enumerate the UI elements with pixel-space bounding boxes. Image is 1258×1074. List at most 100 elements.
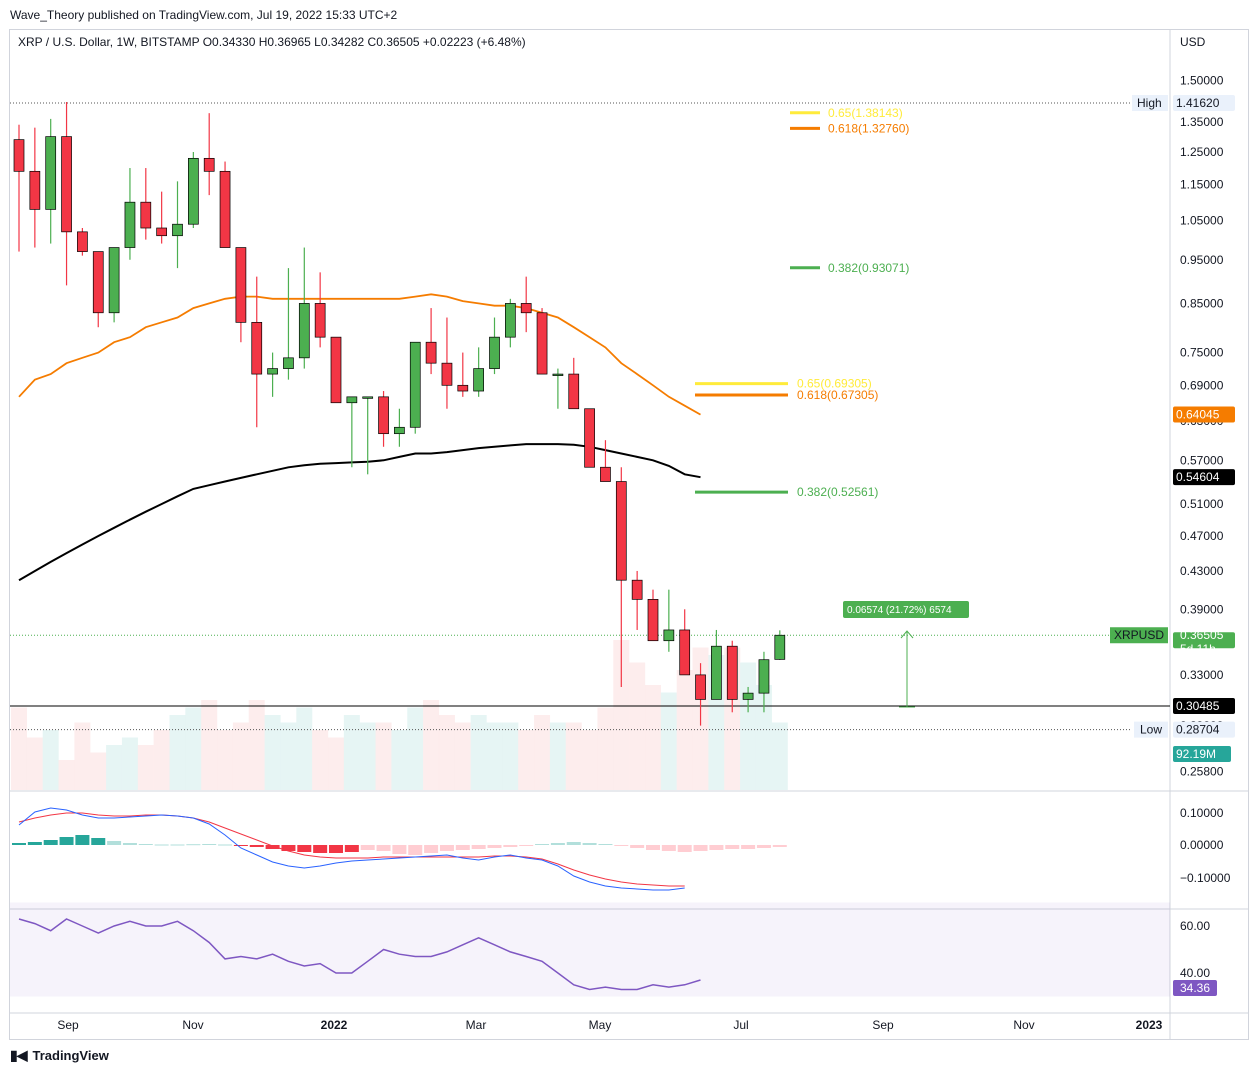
- volume-bar: [486, 722, 503, 790]
- macd-histogram-bar: [249, 845, 264, 847]
- volume-bar: [565, 722, 582, 790]
- macd-histogram-bar: [693, 845, 708, 851]
- measure-arrowhead: [900, 630, 914, 639]
- rsi-tick: 60.00: [1180, 919, 1210, 933]
- macd-histogram-bar: [598, 844, 613, 845]
- candle: [394, 426, 405, 435]
- price-tick: 0.57000: [1180, 453, 1224, 467]
- symbol-line: XRP / U.S. Dollar, 1W, BITSTAMP O0.34330…: [18, 35, 526, 49]
- macd-histogram-bar: [59, 837, 74, 845]
- volume-bar: [232, 722, 249, 790]
- countdown: 5d 11h: [1180, 642, 1216, 656]
- candle: [140, 201, 152, 229]
- candle: [203, 157, 215, 172]
- candle: [378, 396, 389, 435]
- macd-histogram-bar: [27, 842, 42, 845]
- macd-histogram-bar: [12, 843, 26, 845]
- volume-bar: [185, 707, 202, 790]
- volume-bar: [534, 715, 551, 790]
- candle: [457, 384, 469, 392]
- macd-histogram-bar: [265, 845, 280, 849]
- candle: [45, 136, 57, 210]
- candle: [92, 251, 104, 314]
- ema-value: 0.64045: [1176, 408, 1220, 422]
- volume-bar: [755, 685, 772, 790]
- macd-histogram-bar: [772, 845, 787, 847]
- last-tag: [1173, 632, 1235, 649]
- rsi-band: [10, 902, 1170, 997]
- volume-bar: [153, 730, 170, 790]
- volume-bar: [581, 730, 598, 790]
- macd-histogram-bar: [677, 845, 692, 852]
- macd-histogram-bar: [503, 845, 518, 847]
- sma-tag: [1173, 469, 1235, 486]
- volume-bar: [74, 722, 91, 790]
- macd-histogram-bar: [471, 845, 486, 849]
- price-tick: 1.25000: [1180, 145, 1224, 159]
- measure-label: 0.06574 (21.72%) 6574: [847, 605, 952, 616]
- chart-frame[interactable]: [9, 29, 1249, 1040]
- currency-label: USD: [1180, 35, 1206, 49]
- price-tick: 0.47000: [1180, 529, 1224, 543]
- macd-histogram-bar: [535, 844, 550, 845]
- macd-histogram-bar: [91, 838, 106, 845]
- volume-bar: [296, 707, 313, 790]
- price-axis: 1.50000 1.35000 1.25000 1.15000 1.05000 0.950…: [1110, 73, 1235, 779]
- macd-tick: 0.10000: [1180, 806, 1224, 820]
- candle: [29, 170, 41, 210]
- macd-histogram-bar: [329, 845, 343, 853]
- volume-bar: [248, 700, 265, 790]
- grid: [10, 30, 1248, 1039]
- volume-bar: [264, 715, 281, 790]
- candle: [584, 408, 595, 468]
- candle: [108, 247, 120, 314]
- volume-bar: [438, 715, 455, 790]
- volume-bar: [169, 715, 186, 790]
- time-tick: 2023: [1136, 1018, 1163, 1032]
- ema-line: [18, 293, 701, 416]
- macd-histogram-bar: [455, 845, 470, 850]
- volume-value: 92.19M: [1176, 747, 1216, 761]
- price-tick: 0.95000: [1180, 253, 1224, 267]
- candle: [330, 336, 342, 404]
- volume-bar: [660, 692, 677, 790]
- price-tick: 0.43000: [1180, 564, 1224, 578]
- price-tick: 1.05000: [1180, 213, 1224, 227]
- low-tag: [1173, 721, 1235, 738]
- macd-histogram-bar: [376, 845, 391, 851]
- low-label: Low: [1140, 723, 1162, 737]
- symbol-label: XRPUSD: [1114, 628, 1164, 642]
- volume-bar: [26, 737, 43, 790]
- price-tick: 1.50000: [1180, 73, 1224, 87]
- candle: [267, 368, 278, 375]
- candle: [615, 481, 627, 581]
- macd-histogram-bar: [741, 845, 756, 849]
- macd-histogram-bar: [122, 843, 137, 845]
- time-tick: Nov: [1013, 1018, 1034, 1032]
- candle: [679, 629, 691, 676]
- volume-bar: [280, 722, 297, 790]
- volume-bar: [771, 722, 788, 790]
- volume-bar: [217, 730, 234, 790]
- high-label: High: [1137, 96, 1162, 110]
- candle: [742, 692, 754, 700]
- candle: [505, 303, 516, 338]
- candle: [314, 303, 326, 338]
- macd-histogram-bar: [646, 845, 660, 850]
- volume-bar: [676, 670, 693, 790]
- macd-histogram-bar: [709, 845, 724, 850]
- macd-histogram-bar: [439, 845, 454, 851]
- volume-bar: [502, 722, 519, 790]
- symbol-tag: [1110, 627, 1168, 644]
- macd-histogram-bar: [281, 845, 296, 851]
- candle: [298, 303, 310, 359]
- macd-histogram-bar: [424, 845, 439, 853]
- candle: [283, 357, 294, 369]
- time-tick: Nov: [182, 1018, 203, 1032]
- macd-histogram-bar: [170, 844, 185, 846]
- macd-line: [18, 807, 685, 891]
- volume-bar: [312, 730, 329, 790]
- volume-bar: [201, 700, 218, 790]
- tradingview-logo[interactable]: ▮◀ TradingView: [10, 1047, 109, 1064]
